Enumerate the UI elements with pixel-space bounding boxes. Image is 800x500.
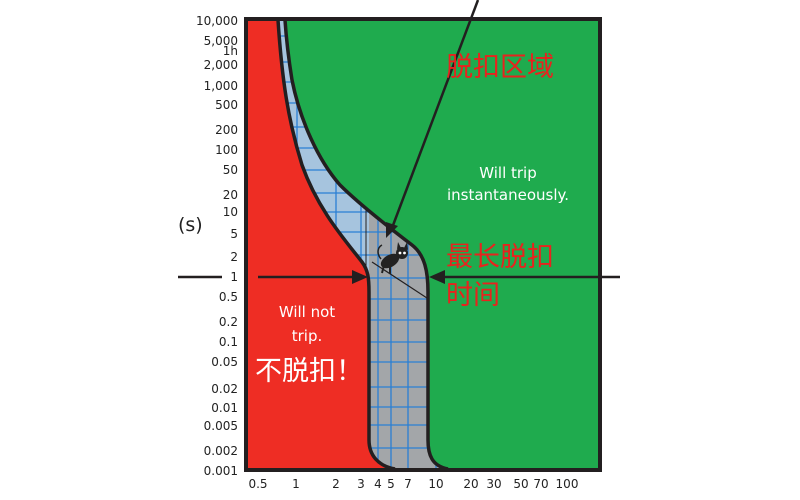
- no-trip-label-line1: Will not: [279, 303, 335, 321]
- trip-zone-label-cn: 脱扣区域: [446, 52, 554, 83]
- y-tick-label: 200: [215, 123, 238, 137]
- y-tick-label: 5,000: [204, 34, 238, 48]
- y-tick-label: 10,000: [196, 14, 238, 28]
- y-tick-label: 0.1: [219, 335, 238, 349]
- no-trip-label-line2: trip.: [292, 327, 323, 345]
- instant-trip-label-line1: Will trip: [479, 164, 537, 182]
- y-tick-label: 0.01: [211, 401, 238, 415]
- x-tick-label: 2: [332, 477, 340, 491]
- x-tick-label: 5: [387, 477, 395, 491]
- upper-boundary-curve: [283, 19, 449, 471]
- max-trip-time-label-line1: 最长脱扣: [446, 242, 554, 273]
- plot-frame: [244, 17, 602, 472]
- x-tick-label: 100: [556, 477, 579, 491]
- x-tick-label: 30: [486, 477, 501, 491]
- y-tick-label: 0.002: [204, 444, 238, 458]
- cat-icon: [377, 242, 408, 274]
- y-tick-label: 500: [215, 98, 238, 112]
- x-tick-label: 1: [292, 477, 300, 491]
- x-tick-label: 50: [513, 477, 528, 491]
- max-trip-time-label-line2: 时间: [446, 280, 500, 311]
- y-tick-label: 0.001: [204, 464, 238, 478]
- y-tick-label: 2,000: [204, 58, 238, 72]
- y-axis-unit-label: (s): [178, 214, 203, 236]
- y-tick-label: 100: [215, 143, 238, 157]
- trip-zone-arrow: [386, 0, 480, 238]
- y-tick-label: 0.005: [204, 419, 238, 433]
- x-tick-label: 10: [428, 477, 443, 491]
- no-trip-label-cn: 不脱扣！: [255, 356, 363, 387]
- y-tick-label: 1: [230, 270, 238, 284]
- x-tick-label: 0.5: [248, 477, 267, 491]
- x-tick-label: 4: [374, 477, 382, 491]
- y-tick-label: 0.02: [211, 382, 238, 396]
- left-1s-arrow: [178, 270, 368, 284]
- y-tick-label: 50: [223, 163, 238, 177]
- instant-trip-label-line2: instantaneously.: [447, 186, 569, 204]
- y-tick-label: 0.05: [211, 355, 238, 369]
- y-tick-label: 5: [230, 227, 238, 241]
- y-tick-label: 10: [223, 205, 238, 219]
- y-tick-label: 1,000: [204, 79, 238, 93]
- y-tick-label: 0.5: [219, 290, 238, 304]
- y-tick-label: 2: [230, 250, 238, 264]
- x-tick-label: 3: [357, 477, 365, 491]
- x-tick-label: 7: [404, 477, 412, 491]
- x-tick-label: 20: [463, 477, 478, 491]
- y-tick-label: 1h: [223, 44, 238, 58]
- x-tick-label: 70: [533, 477, 548, 491]
- y-tick-label: 0.2: [219, 315, 238, 329]
- right-1s-arrow: [429, 270, 620, 284]
- x-axis-ticks: 0.5 1 2 3 4 5 7 10 20 30 50 70 100: [248, 477, 578, 491]
- lower-boundary-curve: [276, 19, 396, 471]
- y-tick-label: 20: [223, 188, 238, 202]
- region-instant-trip: [285, 20, 599, 469]
